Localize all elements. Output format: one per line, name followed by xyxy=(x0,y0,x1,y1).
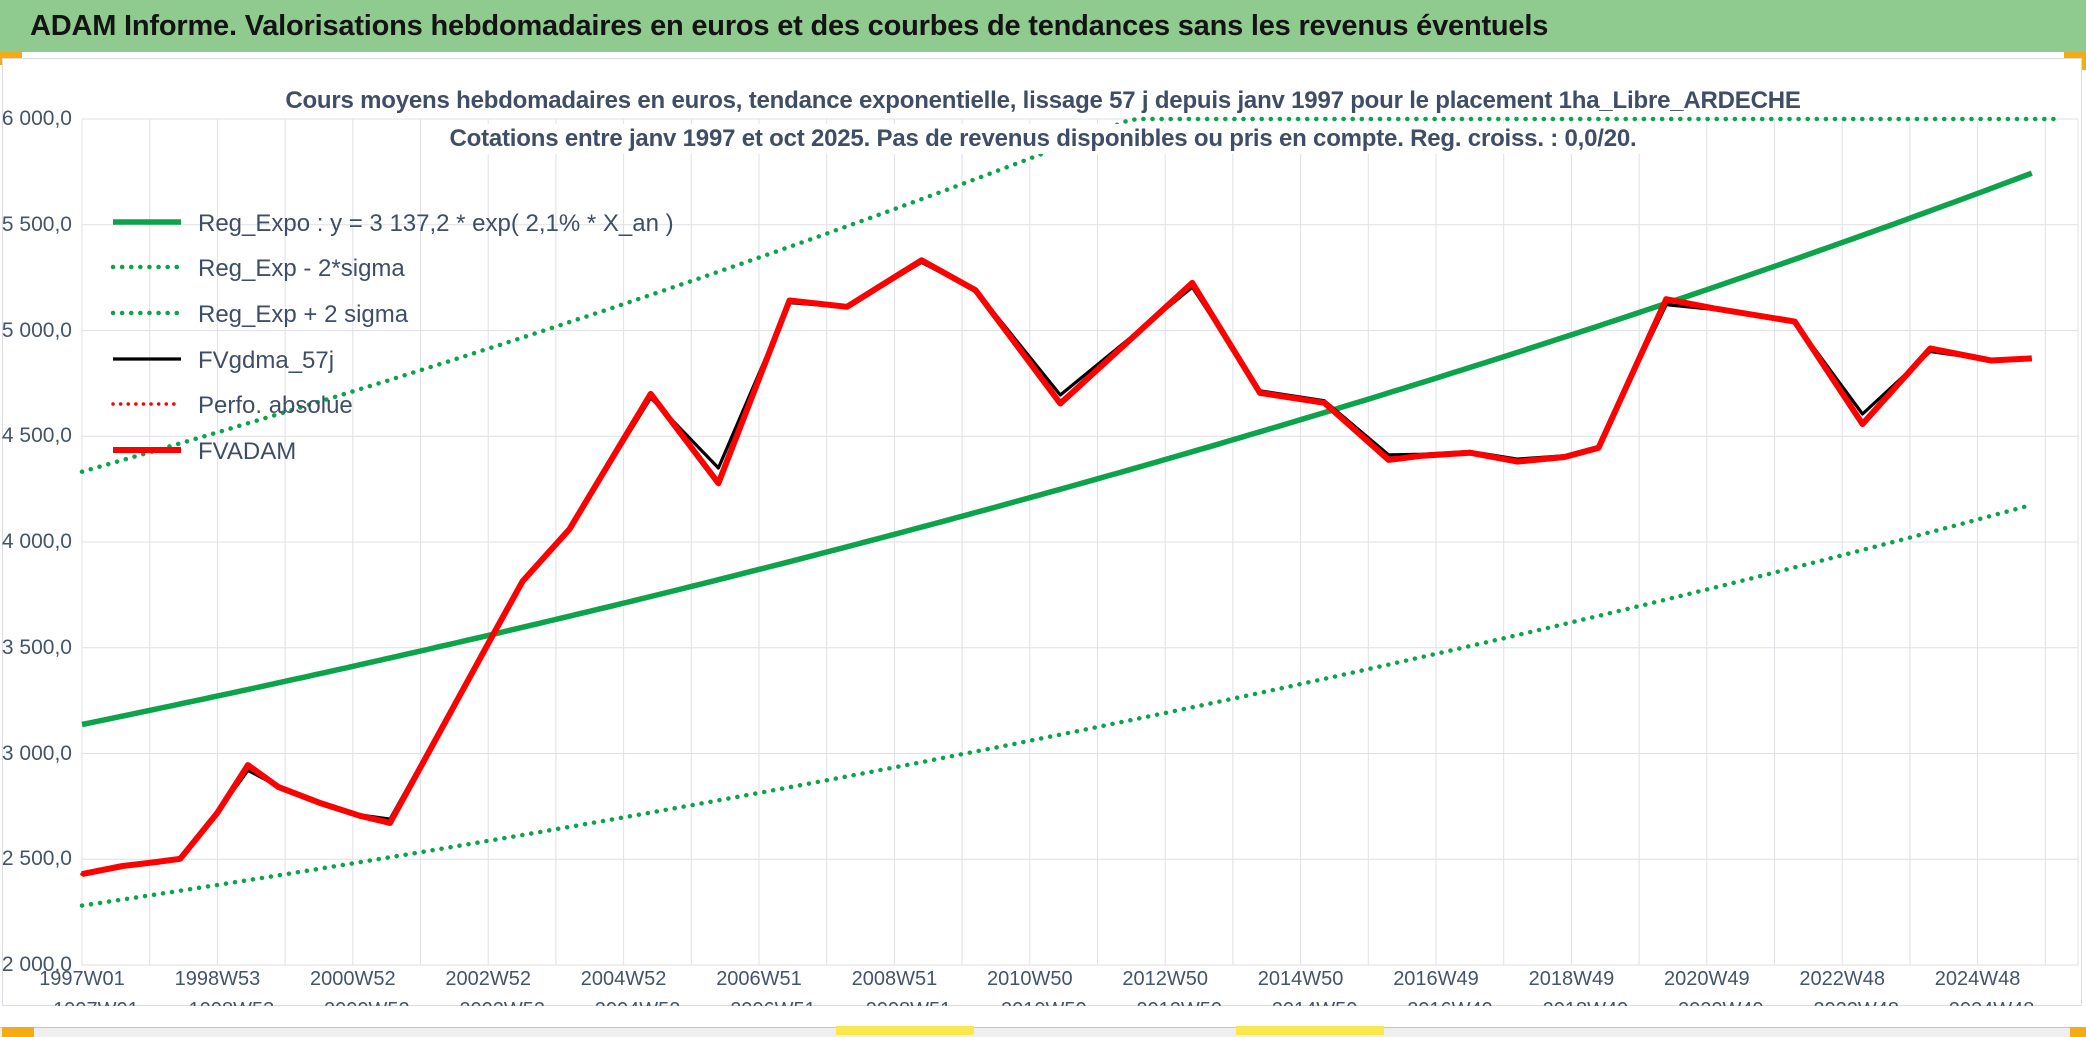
x-tick-label-clipped: 2014W50 xyxy=(1245,999,1385,1006)
y-tick-label: 6 000,0 xyxy=(1,107,72,130)
x-tick-label-clipped: 2000W52 xyxy=(297,999,437,1006)
legend-label: Reg_Exp - 2*sigma xyxy=(198,255,405,283)
legend-label: Reg_Expo : y = 3 137,2 * exp( 2,1% * X_a… xyxy=(198,209,674,237)
x-tick-label: 2008W51 xyxy=(851,968,938,990)
y-tick-label: 5 000,0 xyxy=(1,318,72,342)
y-tick-label: 5 500,0 xyxy=(1,212,72,236)
legend-label: Reg_Exp + 2 sigma xyxy=(198,300,409,328)
x-tick-label-clipped: 2012W50 xyxy=(1109,999,1249,1006)
legend-item: Reg_Exp - 2*sigma xyxy=(110,247,674,293)
yellow-highlight-strip-right xyxy=(1236,1026,1384,1035)
x-tick-label-clipped: 2016W49 xyxy=(1380,999,1520,1006)
legend-swatch-dotted-line xyxy=(110,397,184,415)
x-tick-label-clipped: 2022W48 xyxy=(1786,999,1926,1006)
x-tick-label: 2002W52 xyxy=(445,968,531,990)
legend-item: Reg_Exp + 2 sigma xyxy=(110,292,674,338)
yellow-highlight-strip-left xyxy=(836,1026,974,1035)
y-tick-label: 4 000,0 xyxy=(1,530,72,553)
chart-frame xyxy=(2,58,2082,1006)
x-tick-label-clipped: 1997W01 xyxy=(26,999,166,1006)
y-tick-label: 4 500,0 xyxy=(1,424,72,448)
chart-legend: Reg_Expo : y = 3 137,2 * exp( 2,1% * X_a… xyxy=(110,201,674,475)
legend-item: Reg_Expo : y = 3 137,2 * exp( 2,1% * X_a… xyxy=(110,201,674,247)
y-tick-label: 2 500,0 xyxy=(1,847,72,871)
legend-label: FVgdma_57j xyxy=(198,346,335,374)
x-tick-label-clipped: 2024W48 xyxy=(1922,999,2062,1006)
x-tick-label: 1997W01 xyxy=(39,968,125,990)
header-bar: ADAM Informe. Valorisations hebdomadaire… xyxy=(0,0,2086,52)
x-tick-label-clipped: 2004W52 xyxy=(568,999,708,1006)
legend-swatch-dotted-line xyxy=(110,260,184,278)
x-tick-label: 1998W53 xyxy=(174,968,261,990)
series-line-reg-exp-2-sigma xyxy=(79,502,2035,908)
legend-item: Perfo. absolue xyxy=(110,383,674,429)
x-tick-label-clipped: 2002W52 xyxy=(432,999,572,1006)
series-line-fvadam xyxy=(81,257,2032,878)
series-line-reg-expo-y-3-137-2-exp-2-1-x-an- xyxy=(81,170,2033,728)
x-tick-label: 2016W49 xyxy=(1393,968,1479,990)
x-tick-label: 2006W51 xyxy=(716,968,802,990)
y-tick-label: 2 000,0 xyxy=(1,953,72,976)
bottom-bar xyxy=(0,1027,2086,1037)
x-tick-label: 2000W52 xyxy=(309,968,396,990)
x-tick-label-clipped: 2008W51 xyxy=(838,999,978,1006)
legend-label: Perfo. absolue xyxy=(198,392,353,420)
series-line-reg-exp-2-sigma xyxy=(79,116,2065,474)
legend-item: FVADAM xyxy=(110,429,674,475)
legend-swatch-solid-line xyxy=(110,215,184,233)
x-tick-label: 2010W50 xyxy=(986,968,1073,990)
page-title: ADAM Informe. Valorisations hebdomadaire… xyxy=(30,9,1549,42)
x-tick-label: 2020W49 xyxy=(1663,968,1750,990)
x-tick-label: 2018W49 xyxy=(1528,968,1615,990)
legend-swatch-solid-line xyxy=(110,352,184,370)
orange-corner-tab-bottom-right xyxy=(2070,1027,2086,1037)
y-tick-label: 3 000,0 xyxy=(1,741,72,765)
x-tick-label-clipped: 2020W49 xyxy=(1651,999,1791,1006)
x-tick-label: 2012W50 xyxy=(1122,968,1208,990)
legend-label: FVADAM xyxy=(198,437,297,465)
x-tick-label-clipped: 2010W50 xyxy=(974,999,1114,1006)
y-tick-label: 3 500,0 xyxy=(1,635,72,659)
x-tick-label: 2024W48 xyxy=(1934,968,2021,990)
x-tick-label-clipped: 2006W51 xyxy=(703,999,843,1006)
orange-corner-tab-bottom-left xyxy=(2,1027,34,1037)
legend-swatch-solid-line xyxy=(110,443,184,461)
x-tick-label-clipped: 2018W49 xyxy=(1515,999,1655,1006)
legend-item: FVgdma_57j xyxy=(110,338,674,384)
x-tick-label: 2022W48 xyxy=(1799,968,1885,990)
x-tick-label-clipped: 1998W53 xyxy=(161,999,301,1006)
legend-swatch-dotted-line xyxy=(110,306,184,324)
x-tick-label: 2004W52 xyxy=(580,968,667,990)
x-tick-label: 2014W50 xyxy=(1257,968,1344,990)
x-axis-labels-second-row-clipped: 1997W011998W532000W522002W522004W522006W… xyxy=(0,999,2086,1006)
